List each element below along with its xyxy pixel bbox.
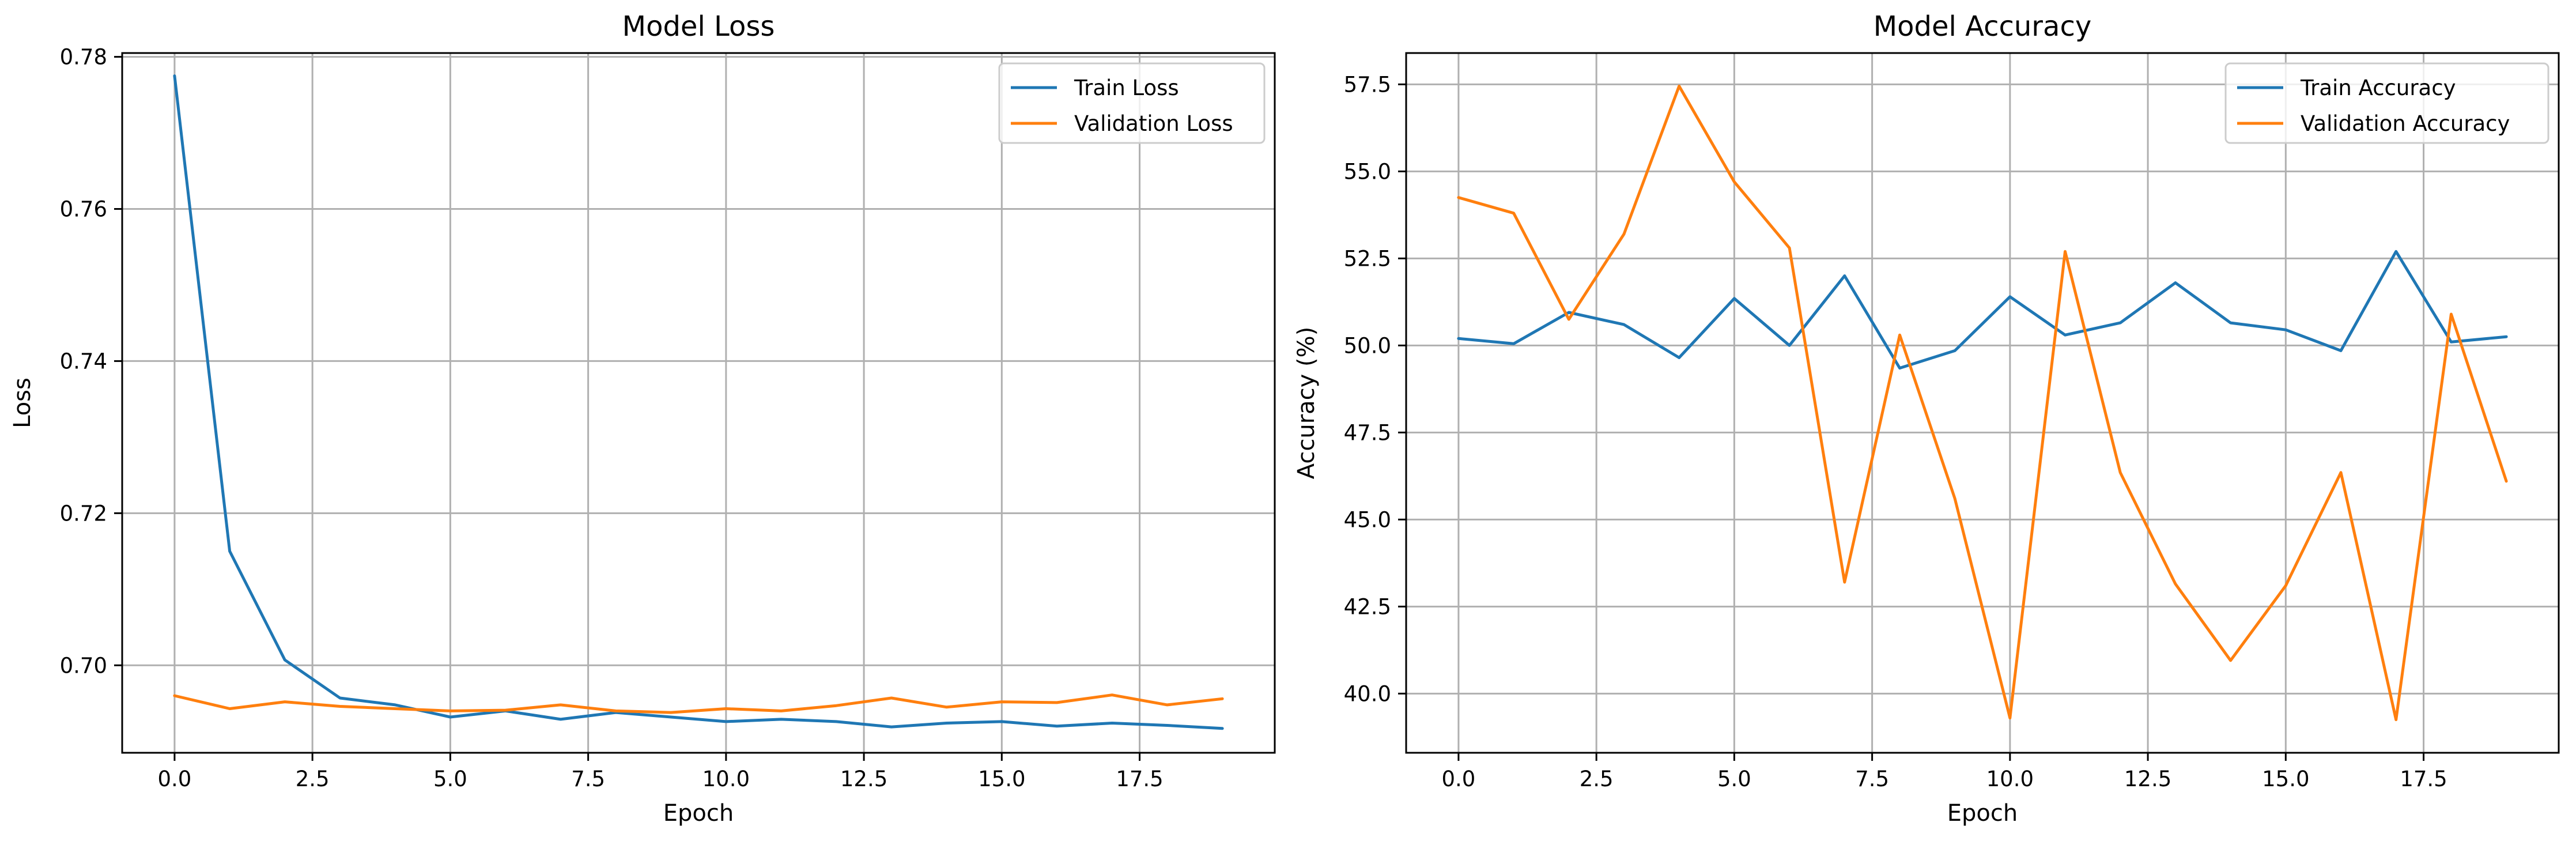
legend-label-2: Validation Accuracy bbox=[2301, 111, 2510, 136]
series-line-2 bbox=[173, 693, 1224, 714]
y-tick-label: 0.72 bbox=[60, 501, 107, 526]
y-tick-label: 0.70 bbox=[60, 653, 107, 678]
x-tick-label: 12.5 bbox=[840, 767, 887, 791]
x-tick-label: 5.0 bbox=[433, 767, 467, 791]
y-tick-label: 0.78 bbox=[60, 45, 107, 70]
chart-panel-1: 0.0 2.5 5.0 7.5 10.0 12.5 15.0 17.5 0.70 0.72 0.74… bbox=[9, 10, 1276, 827]
x-tick-label: 10.0 bbox=[702, 767, 750, 791]
x-tick-label: 15.0 bbox=[2262, 767, 2309, 791]
legend-box bbox=[2224, 62, 2549, 144]
x-tick-label: 17.5 bbox=[2400, 767, 2447, 791]
y-tick-label: 0.76 bbox=[60, 197, 107, 222]
x-tick-label: 15.0 bbox=[978, 767, 1025, 791]
y-tick-label: 57.5 bbox=[1344, 72, 1391, 97]
y-axis-label: Accuracy (%) bbox=[1293, 327, 1320, 480]
chart-panel-2: 0.0 2.5 5.0 7.5 10.0 12.5 15.0 17.5 40.0 42.5 45.0… bbox=[1293, 10, 2560, 827]
x-tick-label: 7.5 bbox=[1855, 767, 1889, 791]
y-tick-label: 40.0 bbox=[1344, 681, 1391, 706]
legend: Train Loss Validation Loss bbox=[998, 62, 1266, 144]
x-axis-label: Epoch bbox=[1947, 800, 2018, 827]
x-tick-label: 17.5 bbox=[1116, 767, 1163, 791]
y-tick-label: 50.0 bbox=[1344, 333, 1391, 358]
chart-title: Model Accuracy bbox=[1874, 10, 2092, 43]
x-tick-label: 2.5 bbox=[1580, 767, 1614, 791]
x-tick-label: 7.5 bbox=[571, 767, 605, 791]
series-line-1 bbox=[1457, 250, 2508, 370]
x-axis-label: Epoch bbox=[663, 800, 734, 827]
x-tick-label: 0.0 bbox=[157, 767, 191, 791]
legend-box bbox=[998, 62, 1266, 144]
y-axis-label: Loss bbox=[9, 378, 36, 428]
y-tick-label: 52.5 bbox=[1344, 246, 1391, 271]
chart-title: Model Loss bbox=[622, 10, 775, 43]
legend-label-1: Train Accuracy bbox=[2300, 76, 2456, 100]
x-tick-label: 10.0 bbox=[1986, 767, 2034, 791]
plot-frame bbox=[121, 52, 1276, 754]
y-tick-label: 47.5 bbox=[1344, 420, 1391, 445]
series-line-1 bbox=[173, 74, 1224, 730]
y-tick-label: 0.74 bbox=[60, 349, 107, 374]
y-tick-label: 42.5 bbox=[1344, 594, 1391, 619]
y-tick-label: 55.0 bbox=[1344, 159, 1391, 184]
legend: Train Accuracy Validation Accuracy bbox=[2224, 62, 2549, 144]
x-tick-label: 0.0 bbox=[1441, 767, 1475, 791]
y-tick-label: 45.0 bbox=[1344, 507, 1391, 532]
legend-label-1: Train Loss bbox=[1074, 76, 1179, 100]
series-line-2 bbox=[1457, 84, 2508, 722]
plot-frame bbox=[1405, 52, 2560, 754]
x-tick-label: 12.5 bbox=[2124, 767, 2171, 791]
x-tick-label: 5.0 bbox=[1717, 767, 1751, 791]
legend-label-2: Validation Loss bbox=[1074, 111, 1233, 136]
x-tick-label: 2.5 bbox=[296, 767, 330, 791]
